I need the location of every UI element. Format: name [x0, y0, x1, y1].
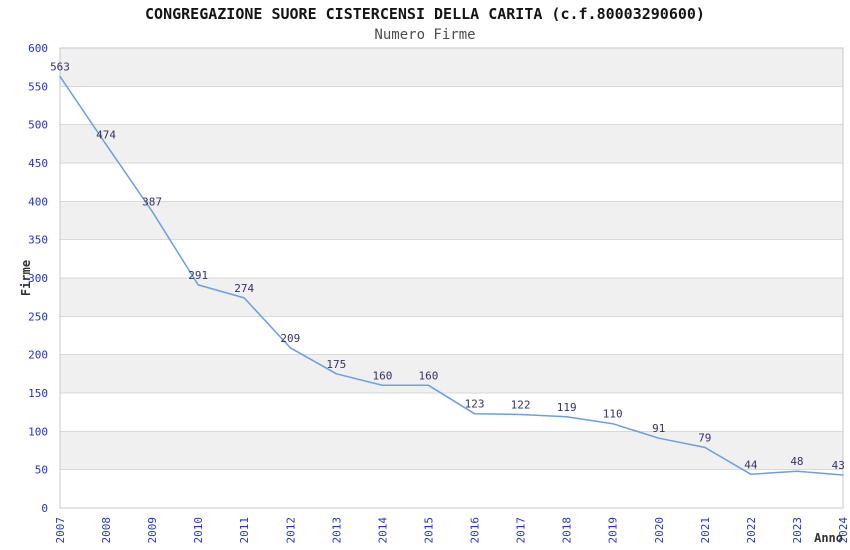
data-point-label: 79	[698, 431, 711, 444]
x-axis-tick-label: 2007	[54, 517, 67, 544]
x-axis-tick-label: 2022	[745, 517, 758, 544]
plot-band	[60, 431, 843, 470]
plot-band	[60, 48, 843, 87]
data-point-label: 44	[744, 458, 758, 471]
y-axis-tick-label: 600	[28, 42, 48, 55]
y-axis-tick-label: 150	[28, 387, 48, 400]
plot-band	[60, 278, 843, 317]
x-axis-tick-label: 2021	[699, 517, 712, 544]
y-axis-tick-label: 200	[28, 349, 48, 362]
data-point-label: 291	[188, 269, 208, 282]
plot-band	[60, 86, 843, 125]
x-axis-tick-label: 2023	[791, 517, 804, 544]
x-axis-tick-label: 2024	[837, 517, 850, 544]
y-axis-title: Firme	[19, 260, 33, 296]
x-axis-tick-label: 2016	[469, 517, 482, 544]
x-axis-tick-label: 2017	[515, 517, 528, 544]
y-axis-tick-label: 400	[28, 195, 48, 208]
data-point-label: 48	[790, 455, 803, 468]
data-point-label: 209	[280, 332, 300, 345]
y-axis-tick-label: 500	[28, 119, 48, 132]
x-axis-tick-label: 2010	[192, 517, 205, 544]
series-line	[59, 75, 844, 476]
plot-band	[60, 316, 843, 355]
data-point-label: 43	[832, 459, 845, 472]
chart-title: CONGREGAZIONE SUORE CISTERCENSI DELLA CA…	[145, 5, 705, 23]
x-axis-tick-label: 2018	[561, 517, 574, 544]
data-point-label: 274	[234, 282, 254, 295]
y-axis-tick-label: 450	[28, 157, 48, 170]
data-point-label: 474	[96, 129, 116, 142]
x-axis-tick-label: 2011	[238, 517, 251, 544]
plot-band	[60, 163, 843, 202]
plot-band	[60, 201, 843, 240]
x-axis-tick-label: 2008	[100, 517, 113, 544]
data-point-label: 160	[372, 369, 392, 382]
data-point-label: 119	[557, 401, 577, 414]
x-axis-tick-label: 2013	[330, 517, 343, 544]
x-axis-title: Anno	[814, 531, 843, 545]
x-axis-tick-label: 2012	[284, 517, 297, 544]
data-point-label: 160	[419, 369, 439, 382]
data-point-label: 122	[511, 398, 531, 411]
plot-border	[59, 47, 844, 509]
y-axis-tick-label: 250	[28, 310, 48, 323]
data-point-label: 563	[50, 60, 70, 73]
plot-band	[60, 469, 843, 508]
y-axis-tick-label: 550	[28, 80, 48, 93]
x-axis-tick-label: 2014	[376, 517, 389, 544]
y-axis-tick-label: 100	[28, 425, 48, 438]
y-axis-tick-label: 0	[41, 502, 48, 515]
data-point-label: 123	[465, 398, 485, 411]
chart-subtitle: Numero Firme	[374, 27, 476, 43]
data-point-label: 110	[603, 408, 623, 421]
x-axis-tick-label: 2020	[653, 517, 666, 544]
y-axis-tick-label: 300	[28, 272, 48, 285]
y-axis-tick-label: 50	[35, 464, 48, 477]
data-point-label: 175	[326, 358, 346, 371]
y-axis-tick-label: 350	[28, 234, 48, 247]
x-axis-tick-label: 2019	[607, 517, 620, 544]
x-axis-tick-label: 2015	[422, 517, 435, 544]
data-point-label: 91	[652, 422, 665, 435]
plot-band	[60, 239, 843, 278]
plot-band	[60, 354, 843, 393]
x-axis-tick-label: 2009	[146, 517, 159, 544]
data-point-label: 387	[142, 195, 162, 208]
plot-band	[60, 124, 843, 163]
